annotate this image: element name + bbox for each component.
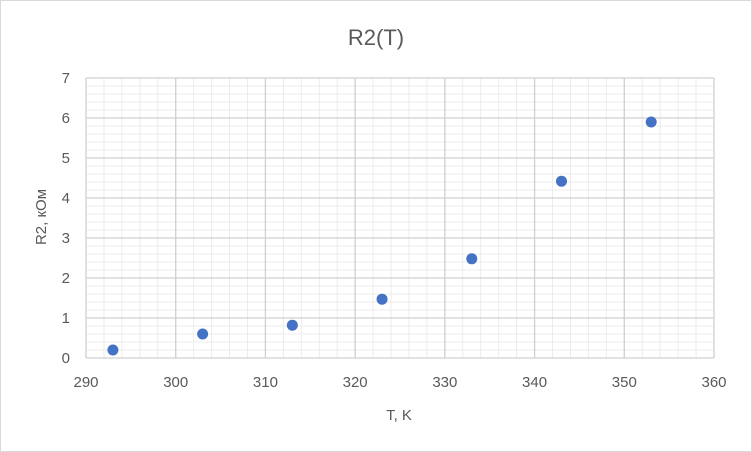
y-axis-label: R2, кОм [33,189,50,245]
chart-title: R2(T) [348,25,404,50]
x-tick-label: 360 [701,374,726,391]
data-point [555,175,567,187]
y-tick-label: 7 [62,70,70,87]
data-points [107,116,657,356]
data-point [466,253,478,265]
data-point [376,293,388,305]
y-axis-ticks: 0 1 2 3 4 5 6 7 [62,70,70,367]
data-point [286,319,298,331]
x-tick-label: 350 [612,374,637,391]
x-tick-label: 320 [343,374,368,391]
x-axis-label: T, K [386,407,412,424]
y-tick-label: 3 [62,230,70,247]
minor-grid [85,77,715,359]
y-tick-label: 6 [62,110,70,127]
y-tick-label: 1 [62,310,70,327]
y-tick-label: 5 [62,150,70,167]
data-point [107,344,119,356]
x-tick-label: 290 [73,374,98,391]
x-tick-label: 340 [522,374,547,391]
y-tick-label: 2 [62,270,70,287]
x-tick-label: 330 [432,374,457,391]
major-grid [85,77,715,359]
x-tick-label: 300 [163,374,188,391]
y-tick-label: 0 [62,350,70,367]
y-tick-label: 4 [62,190,70,207]
x-axis-ticks: 290 300 310 320 330 340 350 360 [73,374,726,391]
data-point [197,328,209,340]
data-point [645,116,657,128]
x-tick-label: 310 [253,374,278,391]
